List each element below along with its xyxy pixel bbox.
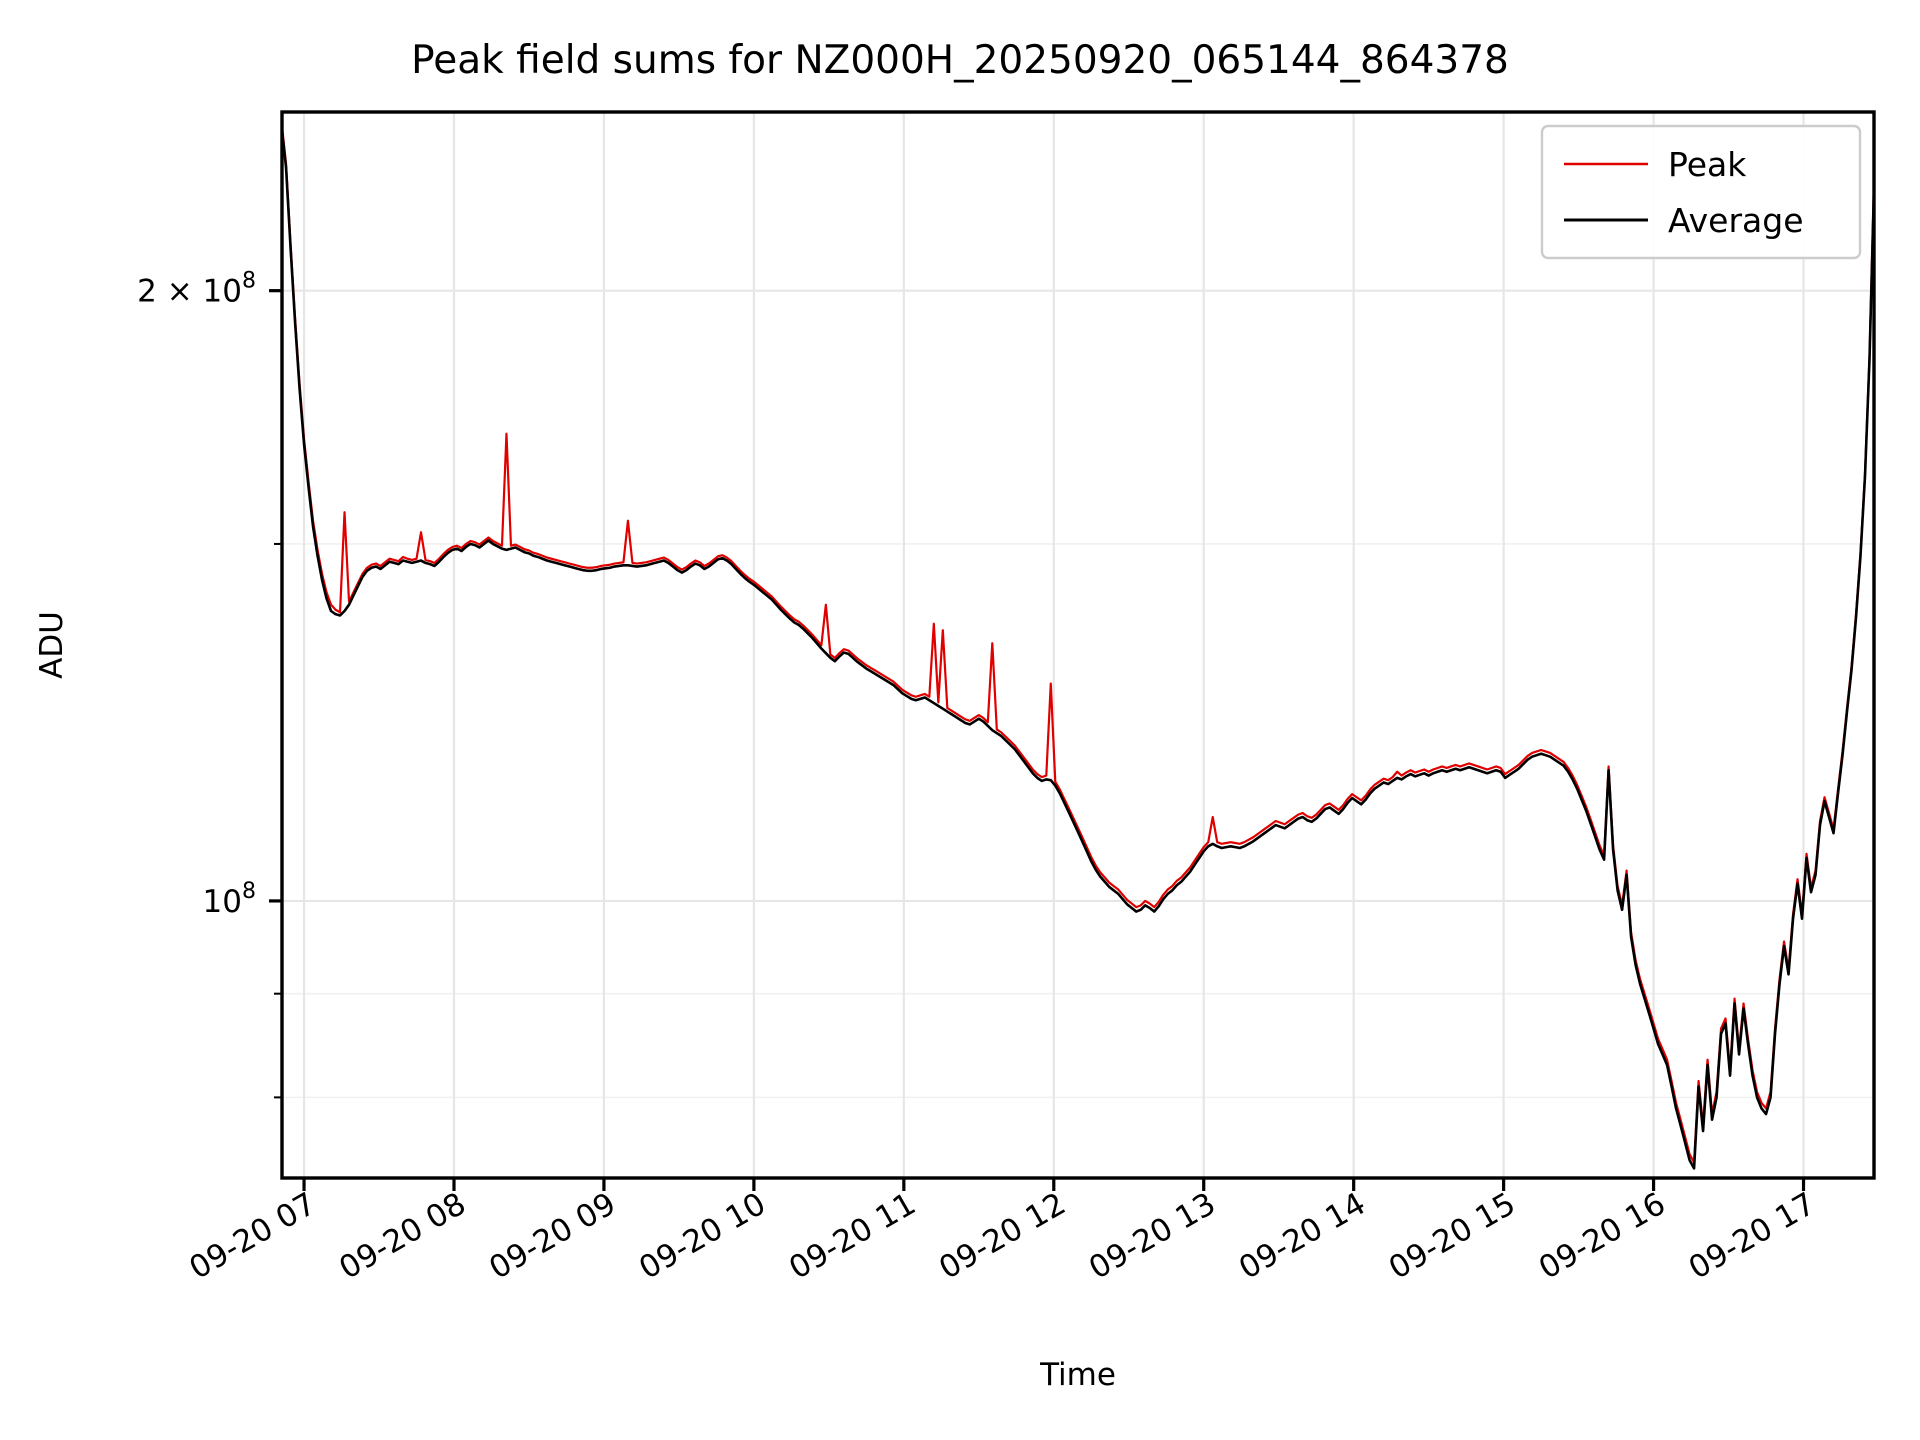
page-title: Peak field sums for NZ000H_20250920_0651… [411,38,1509,83]
y-tick-label: 108 [203,879,256,920]
legend-label-average: Average [1668,201,1804,240]
legend-background [1540,124,1862,260]
major-gridlines [282,112,1874,1178]
series-line-peak [280,125,1876,1164]
plot-border [280,110,1876,1180]
y-tick-label: 2 × 108 [137,269,256,310]
axes-spines [280,110,1876,1180]
legend-label-peak: Peak [1668,145,1747,184]
series-lines [280,125,1876,1170]
y-axis-label: ADU [34,611,70,679]
y-axis-ticks: 108 2 × 108 [137,269,282,1099]
series-line-average [280,128,1876,1170]
chart-legend[interactable]: Peak Average [1540,124,1862,260]
x-axis-label: Time [1039,1357,1116,1393]
minor-gridlines [282,543,1874,1099]
